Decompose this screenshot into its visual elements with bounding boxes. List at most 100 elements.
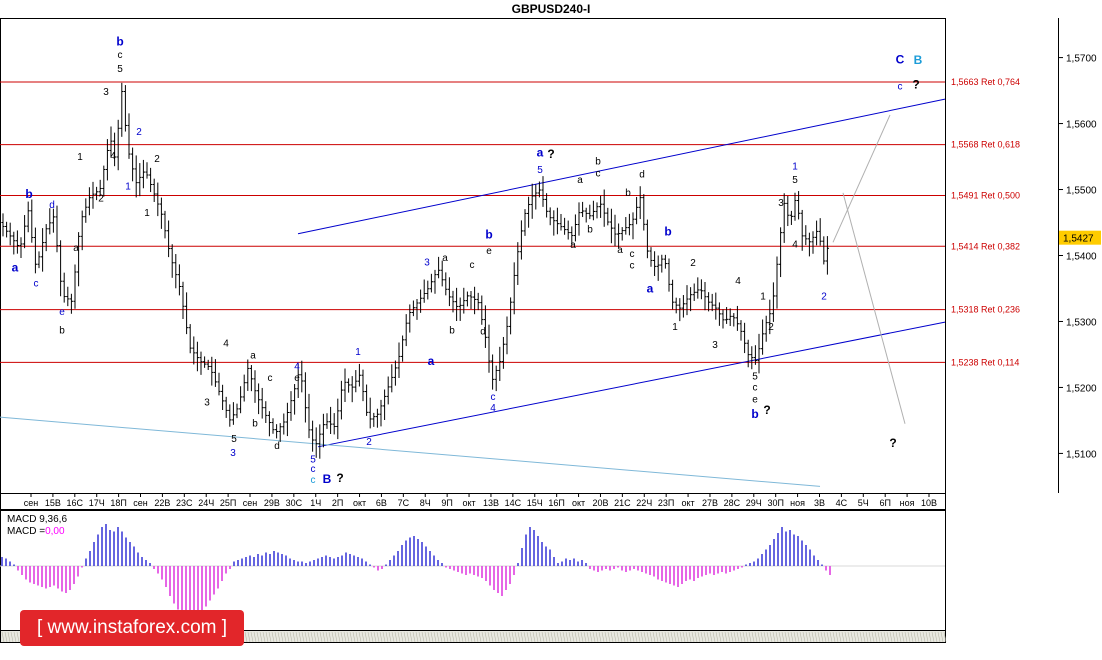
hatch-stroke (784, 631, 788, 643)
hatch-stroke (664, 631, 668, 643)
wave-label: b (751, 407, 758, 421)
hatch-stroke (499, 631, 503, 643)
ohlc-bar (12, 231, 16, 255)
wave-label: b (595, 156, 601, 167)
ohlc-bar (181, 281, 185, 320)
wave-label: d (639, 170, 645, 181)
hatch-stroke (256, 631, 260, 643)
hatch-stroke (874, 631, 878, 643)
hatch-stroke (721, 631, 725, 643)
hatch-stroke (934, 631, 938, 643)
hatch-stroke (655, 631, 659, 643)
ohlc-bar (530, 183, 534, 219)
hatch-stroke (481, 631, 485, 643)
hatch-stroke (346, 631, 350, 643)
hatch-stroke (856, 631, 860, 643)
ohlc-bar (804, 225, 808, 246)
ohlc-bar (1, 213, 5, 237)
ohlc-bar (807, 232, 811, 257)
hatch-stroke (541, 631, 545, 643)
ohlc-bar (415, 298, 419, 320)
hatch-stroke (274, 631, 278, 643)
wave-label: 5 (752, 372, 758, 383)
hatch-stroke (910, 631, 914, 643)
hatch-stroke (277, 631, 281, 643)
time-tick-label: сен (243, 498, 258, 508)
price-tick-label: 1,5300 (1066, 317, 1097, 328)
ohlc-bar (66, 286, 70, 307)
wave-label: 5 (792, 175, 798, 186)
hatch-stroke (871, 631, 875, 643)
fib-level-label: 1,5318 Ret 0,236 (951, 305, 1020, 315)
hatch-stroke (592, 631, 596, 643)
ohlc-bar (95, 186, 99, 201)
ohlc-bar (156, 182, 160, 217)
hatch-stroke (613, 631, 617, 643)
hatch-stroke (580, 631, 584, 643)
hatch-stroke (544, 631, 548, 643)
ohlc-bar (563, 217, 567, 235)
hatch-stroke (475, 631, 479, 643)
wave-label: B (323, 472, 332, 486)
hatch-stroke (601, 631, 605, 643)
time-axis: сен 15В 16С 17Ч 18П сен 22В 23С 24Ч 25П сен 29В 30С 1… (24, 493, 937, 508)
instaforex-watermark[interactable]: [ www.instaforex.com ] (20, 610, 244, 646)
time-tick-label: 23С (176, 498, 193, 508)
ohlc-bar (509, 297, 513, 335)
ohlc-bar (811, 231, 815, 254)
hatch-stroke (685, 631, 689, 643)
hatch-stroke (898, 631, 902, 643)
time-tick-label: 15Ч (527, 498, 543, 508)
time-tick-label: 15В (45, 498, 61, 508)
ohlc-bar (649, 247, 653, 267)
ohlc-bar (753, 345, 757, 365)
wave-label: b (252, 418, 258, 429)
hatch-stroke (835, 631, 839, 643)
ohlc-bar (33, 227, 37, 274)
hatch-stroke (511, 631, 515, 643)
hatch-stroke (808, 631, 812, 643)
wave-label: 4 (490, 403, 496, 414)
hatch-stroke (253, 631, 257, 643)
hatch-stroke (547, 631, 551, 643)
hatch-stroke (442, 631, 446, 643)
hatch-stroke (4, 631, 8, 643)
ohlc-bar (537, 181, 541, 198)
ohlc-bar (516, 242, 520, 286)
ohlc-bar (465, 291, 469, 307)
hatch-stroke (694, 631, 698, 643)
ohlc-bar (746, 339, 750, 368)
ohlc-bar (170, 244, 174, 278)
hatch-stroke (478, 631, 482, 643)
hatch-stroke (619, 631, 623, 643)
hatch-stroke (640, 631, 644, 643)
hatch-stroke (691, 631, 695, 643)
ohlc-bar (185, 292, 189, 335)
hatch-stroke (433, 631, 437, 643)
ohlc-bar (296, 363, 300, 398)
price-plot-frame (0, 18, 946, 494)
ohlc-bar (321, 413, 325, 448)
hatch-stroke (358, 631, 362, 643)
ohlc-bar (447, 277, 451, 307)
ohlc-bar (602, 189, 606, 227)
hatch-stroke (637, 631, 641, 643)
hatch-stroke (799, 631, 803, 643)
wave-label: b (59, 325, 65, 336)
ohlc-bar (545, 193, 549, 218)
hatch-stroke (328, 631, 332, 643)
hatch-stroke (400, 631, 404, 643)
time-tick-label: 22В (154, 498, 170, 508)
ohlc-bar (458, 297, 462, 321)
hatch-stroke (790, 631, 794, 643)
hatch-stroke (13, 631, 17, 643)
wave-label: B (914, 53, 923, 67)
ohlc-bar (577, 202, 581, 236)
hatch-stroke (457, 631, 461, 643)
hatch-stroke (568, 631, 572, 643)
wave-label: a (617, 245, 623, 256)
ohlc-bar (480, 295, 484, 325)
ohlc-bar (667, 258, 671, 292)
hatch-stroke (844, 631, 848, 643)
time-tick-label: 5Ч (858, 498, 869, 508)
